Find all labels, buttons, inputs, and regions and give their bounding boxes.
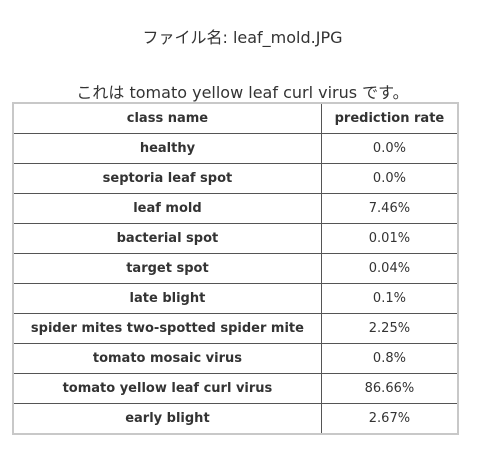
- prediction-rate-cell: 2.25%: [320, 313, 459, 344]
- column-header-prediction-rate: prediction rate: [320, 102, 459, 134]
- prediction-rate-cell: 0.04%: [320, 253, 459, 284]
- class-name-cell: septoria leaf spot: [12, 163, 322, 194]
- prediction-rate-cell: 0.01%: [320, 223, 459, 254]
- file-name-label: ファイル名: leaf_mold.JPG: [142, 28, 343, 47]
- table-row: bacterial spot 0.01%: [12, 223, 459, 254]
- table-row: target spot 0.04%: [12, 253, 459, 284]
- table-header-row: class name prediction rate: [12, 102, 459, 134]
- class-name-cell: spider mites two-spotted spider mite: [12, 313, 322, 344]
- prediction-table: class name prediction rate healthy 0.0% …: [12, 102, 459, 435]
- prediction-rate-cell: 0.1%: [320, 283, 459, 314]
- table-row: leaf mold 7.46%: [12, 193, 459, 224]
- table-row: early blight 2.67%: [12, 403, 459, 435]
- prediction-rate-cell: 7.46%: [320, 193, 459, 224]
- class-name-cell: target spot: [12, 253, 322, 284]
- prediction-result-text: これは tomato yellow leaf curl virus です。: [76, 83, 409, 102]
- class-name-cell: healthy: [12, 133, 322, 164]
- table-row: tomato yellow leaf curl virus 86.66%: [12, 373, 459, 404]
- table-row: spider mites two-spotted spider mite 2.2…: [12, 313, 459, 344]
- column-header-class-name: class name: [12, 102, 322, 134]
- table-row: septoria leaf spot 0.0%: [12, 163, 459, 194]
- prediction-rate-cell: 2.67%: [320, 403, 459, 435]
- class-name-cell: late blight: [12, 283, 322, 314]
- prediction-rate-cell: 0.0%: [320, 133, 459, 164]
- table-row: tomato mosaic virus 0.8%: [12, 343, 459, 374]
- table-row: late blight 0.1%: [12, 283, 459, 314]
- class-name-cell: bacterial spot: [12, 223, 322, 254]
- class-name-cell: early blight: [12, 403, 322, 435]
- table-row: healthy 0.0%: [12, 133, 459, 164]
- class-name-cell: tomato mosaic virus: [12, 343, 322, 374]
- prediction-rate-cell: 86.66%: [320, 373, 459, 404]
- class-name-cell: leaf mold: [12, 193, 322, 224]
- prediction-rate-cell: 0.8%: [320, 343, 459, 374]
- class-name-cell: tomato yellow leaf curl virus: [12, 373, 322, 404]
- prediction-rate-cell: 0.0%: [320, 163, 459, 194]
